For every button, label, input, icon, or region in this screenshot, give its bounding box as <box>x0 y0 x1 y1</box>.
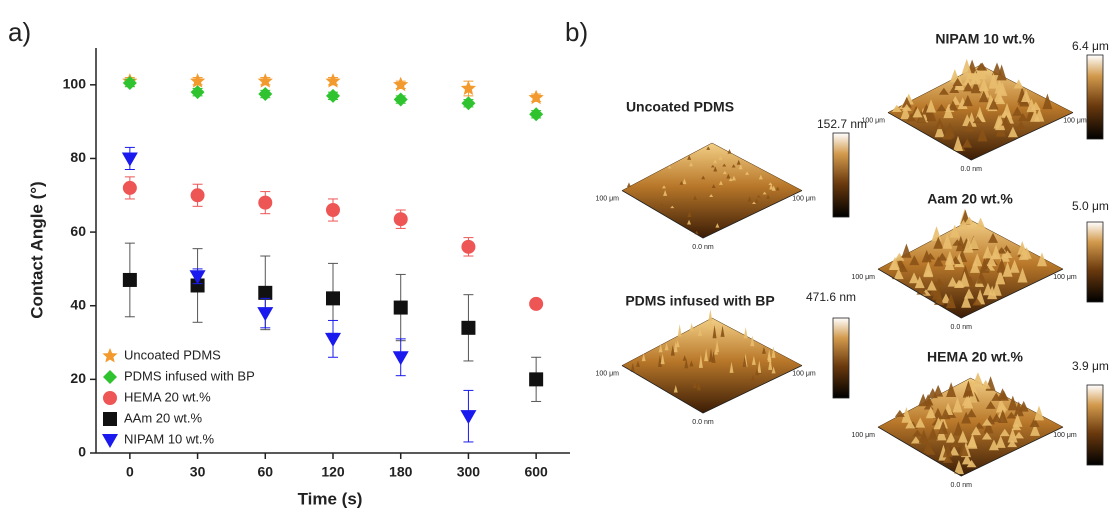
afm-axis-label: 100 μm <box>862 117 886 124</box>
y-tick-label: 80 <box>70 149 86 165</box>
marker <box>394 301 408 315</box>
afm-axis-label: 100 μm <box>596 370 620 377</box>
marker <box>123 181 137 195</box>
marker <box>326 203 340 217</box>
colorbar-label: 6.4 μm <box>1072 39 1109 53</box>
colorbar-label: 471.6 nm <box>806 290 856 304</box>
afm-axis-label: 100 μm <box>792 195 816 202</box>
marker <box>325 73 340 88</box>
afm-title: HEMA 20 wt.% <box>927 349 1023 365</box>
x-tick-label: 120 <box>321 464 345 480</box>
afm-peak <box>932 226 942 241</box>
marker <box>529 372 543 386</box>
legend-marker <box>103 370 117 384</box>
afm-axis-label: 100 μm <box>1063 117 1087 124</box>
colorbar <box>1087 55 1103 139</box>
colorbar-label: 5.0 μm <box>1072 199 1109 213</box>
marker <box>123 76 137 90</box>
afm-peak <box>744 327 748 338</box>
legend-label: Uncoated PDMS <box>124 347 221 362</box>
legend-label: HEMA 20 wt.% <box>124 389 211 404</box>
x-tick-label: 180 <box>389 464 413 480</box>
afm-peak <box>901 244 911 258</box>
marker <box>529 90 544 105</box>
legend-label: NIPAM 10 wt.% <box>124 431 215 446</box>
marker <box>529 107 543 121</box>
afm-peak <box>678 324 682 336</box>
afm-peak <box>690 323 694 331</box>
legend-label: AAm 20 wt.% <box>124 410 202 425</box>
marker <box>258 73 273 88</box>
marker <box>394 212 408 226</box>
afm-axis-label: 0.0 nm <box>961 166 983 173</box>
afm-peak <box>708 309 712 321</box>
marker <box>191 85 205 99</box>
marker <box>325 333 341 347</box>
colorbar-label: 152.7 nm <box>817 117 867 131</box>
afm-axis-label: 100 μm <box>1053 274 1077 281</box>
marker <box>529 297 543 311</box>
marker <box>461 96 475 110</box>
x-tick-label: 60 <box>257 464 273 480</box>
x-tick-label: 0 <box>126 464 134 480</box>
y-tick-label: 20 <box>70 370 86 386</box>
afm-axis-label: 100 μm <box>852 432 876 439</box>
afm-title: Uncoated PDMS <box>626 99 734 115</box>
x-tick-label: 30 <box>190 464 206 480</box>
legend-marker <box>102 348 117 363</box>
afm-title: Aam 20 wt.% <box>927 191 1013 207</box>
afm-title: PDMS infused with BP <box>625 293 774 309</box>
afm-axis-label: 100 μm <box>792 370 816 377</box>
panel-label: b) <box>565 17 588 47</box>
y-tick-label: 100 <box>63 76 87 92</box>
afm-axis-label: 100 μm <box>1053 432 1077 439</box>
legend-marker <box>102 434 118 448</box>
legend-marker <box>103 391 117 405</box>
marker <box>394 93 408 107</box>
afm-axis-label: 100 μm <box>596 195 620 202</box>
marker <box>460 410 476 424</box>
marker <box>257 307 273 321</box>
marker <box>122 152 138 166</box>
colorbar-label: 3.9 μm <box>1072 359 1109 373</box>
y-tick-label: 0 <box>78 444 86 460</box>
marker <box>393 77 408 92</box>
afm-axis-label: 0.0 nm <box>951 482 973 489</box>
x-tick-label: 300 <box>457 464 481 480</box>
afm-axis-label: 0.0 nm <box>692 419 714 426</box>
marker <box>326 89 340 103</box>
afm-peak <box>627 182 631 187</box>
marker <box>123 273 137 287</box>
marker <box>191 188 205 202</box>
afm-peak <box>973 372 983 384</box>
afm-surface <box>622 318 802 413</box>
legend-label: PDMS infused with BP <box>124 368 255 383</box>
colorbar <box>1087 385 1103 465</box>
afm-title: NIPAM 10 wt.% <box>935 31 1035 47</box>
afm-axis-label: 100 μm <box>852 274 876 281</box>
colorbar <box>833 318 849 398</box>
figure: a) b) Time (s) Contact Angle (°) 0 20 40 60… <box>0 0 1120 514</box>
colorbar <box>833 133 849 217</box>
afm-axis-label: 0.0 nm <box>692 244 714 251</box>
x-tick-label: 600 <box>524 464 548 480</box>
y-tick-label: 60 <box>70 223 86 239</box>
panel-label: a) <box>8 17 31 47</box>
legend-marker <box>103 412 117 426</box>
marker <box>258 196 272 210</box>
marker <box>258 286 272 300</box>
afm-axis-label: 0.0 nm <box>951 324 973 331</box>
marker <box>393 351 409 365</box>
marker <box>461 321 475 335</box>
y-tick-label: 40 <box>70 296 86 312</box>
marker <box>258 87 272 101</box>
x-axis-label: Time (s) <box>298 489 363 508</box>
colorbar <box>1087 222 1103 302</box>
y-axis-label: Contact Angle (°) <box>27 181 46 318</box>
marker <box>326 291 340 305</box>
marker <box>461 240 475 254</box>
